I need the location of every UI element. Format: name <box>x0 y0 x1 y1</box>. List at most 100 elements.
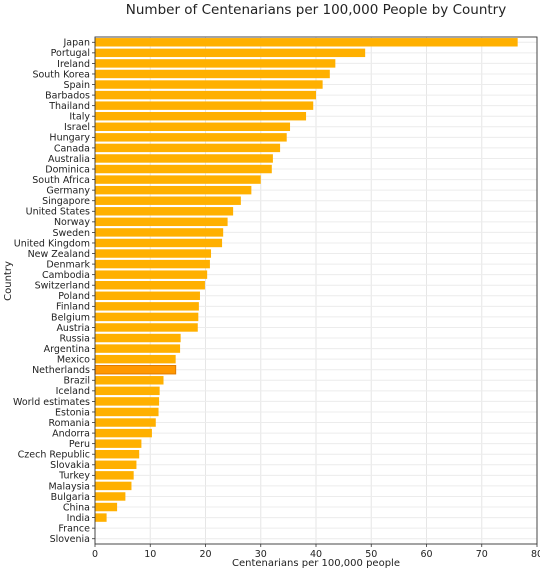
y-tick-label: Estonia <box>55 407 90 418</box>
y-tick-label: Singapore <box>42 196 90 207</box>
bar-singapore <box>95 196 241 205</box>
bar-cambodia <box>95 270 208 279</box>
y-tick-label: World estimates <box>13 397 90 408</box>
x-tick-label: 30 <box>255 549 267 560</box>
y-tick-label: Sweden <box>52 228 90 239</box>
bar-andorra <box>95 428 152 438</box>
y-tick-label: Dominica <box>45 164 90 175</box>
y-tick-label: Italy <box>69 112 90 123</box>
y-tick-label: Belgium <box>51 312 90 323</box>
y-tick-label: Slovakia <box>50 460 90 471</box>
bar-dominica <box>95 164 272 174</box>
y-tick-label: India <box>67 513 90 524</box>
bar-iceland <box>95 386 160 396</box>
bar-brazil <box>95 376 164 385</box>
x-tick-label: 40 <box>310 549 322 560</box>
y-tick-label: Switzerland <box>35 281 90 292</box>
y-tick-label: China <box>63 502 90 513</box>
bars <box>94 38 518 522</box>
bar-sweden <box>95 228 224 237</box>
bar-italy <box>95 111 307 121</box>
bar-slovakia <box>95 460 137 470</box>
bar-russia <box>95 333 181 343</box>
x-tick-label: 20 <box>199 549 211 560</box>
y-tick-label: Ireland <box>57 59 90 70</box>
axes <box>92 36 538 547</box>
bar-united-states <box>95 207 234 216</box>
x-tick-label: 70 <box>476 549 488 560</box>
y-tick-label: South Africa <box>32 175 90 186</box>
bar-spain <box>95 80 323 89</box>
x-tick-labels: 0 10 20 30 40 50 60 70 80 <box>92 549 540 560</box>
y-tick-label: Iceland <box>56 386 90 397</box>
y-tick-label: United Kingdom <box>14 238 90 249</box>
y-tick-label: Netherlands <box>32 365 90 376</box>
y-tick-label: Denmark <box>46 259 90 270</box>
bar-united-kingdom <box>95 238 223 248</box>
bar-mexico <box>95 354 176 364</box>
bar-canada <box>95 143 281 153</box>
y-tick-label: United States <box>26 207 90 218</box>
bar-israel <box>95 122 291 132</box>
bar-malaysia <box>95 481 132 491</box>
x-tick-label: 0 <box>92 549 98 560</box>
y-tick-label: Romania <box>48 418 90 429</box>
y-tick-label: Israel <box>64 122 90 133</box>
y-tick-label: Finland <box>56 302 90 313</box>
bar-australia <box>95 154 273 163</box>
y-tick-label: Russia <box>59 333 90 344</box>
y-tick-label: Germany <box>46 186 90 197</box>
y-axis-title: Country <box>3 261 14 301</box>
bar-finland <box>95 302 199 311</box>
y-tick-label: Malaysia <box>48 481 90 492</box>
bar-india <box>95 513 107 522</box>
bar-poland <box>95 291 200 301</box>
bar-netherlands <box>94 364 177 375</box>
chart-title: Number of Centenarians per 100,000 Peopl… <box>126 2 506 18</box>
bar-south-africa <box>95 175 261 184</box>
bar-hungary <box>95 133 287 142</box>
bar-barbados <box>95 90 316 100</box>
bar-turkey <box>95 471 134 480</box>
bar-peru <box>95 439 142 448</box>
bar-austria <box>95 323 198 332</box>
bar-czech-republic <box>95 449 140 459</box>
y-tick-label: Mexico <box>57 355 90 366</box>
y-tick-label: Turkey <box>58 471 90 482</box>
y-tick-label: South Korea <box>32 69 90 80</box>
bar-world-estimates <box>95 397 160 406</box>
x-tick-label: 50 <box>365 549 377 560</box>
x-tick-label: 10 <box>144 549 156 560</box>
x-tick-label: 60 <box>420 549 432 560</box>
y-tick-label: Brazil <box>63 376 90 387</box>
y-tick-label: Peru <box>69 439 90 450</box>
bar-estonia <box>95 407 159 417</box>
bar-ireland <box>95 59 336 68</box>
y-tick-label: Canada <box>54 143 90 154</box>
y-tick-label: Norway <box>54 217 90 228</box>
bar-china <box>95 502 118 512</box>
bar-argentina <box>95 344 181 353</box>
y-tick-label: Portugal <box>51 48 90 59</box>
bar-denmark <box>95 259 210 269</box>
bar-romania <box>95 418 156 427</box>
y-tick-label: Spain <box>63 80 90 91</box>
bar-bulgaria <box>95 492 126 501</box>
bar-belgium <box>95 312 199 322</box>
y-tick-label: Barbados <box>45 90 90 101</box>
bar-switzerland <box>95 280 205 290</box>
plot-frame <box>94 36 538 545</box>
y-tick-label: Australia <box>48 154 90 165</box>
y-tick-label: Andorra <box>52 428 90 439</box>
bar-thailand <box>95 101 314 110</box>
y-tick-label: Hungary <box>49 133 90 144</box>
x-tick-label: 80 <box>531 549 540 560</box>
y-tick-label: Poland <box>58 291 90 302</box>
x-axis-title: Centenarians per 100,000 people <box>232 558 400 569</box>
y-tick-label: France <box>58 524 90 535</box>
bar-new-zealand <box>95 249 212 258</box>
y-tick-label: Argentina <box>44 344 90 355</box>
